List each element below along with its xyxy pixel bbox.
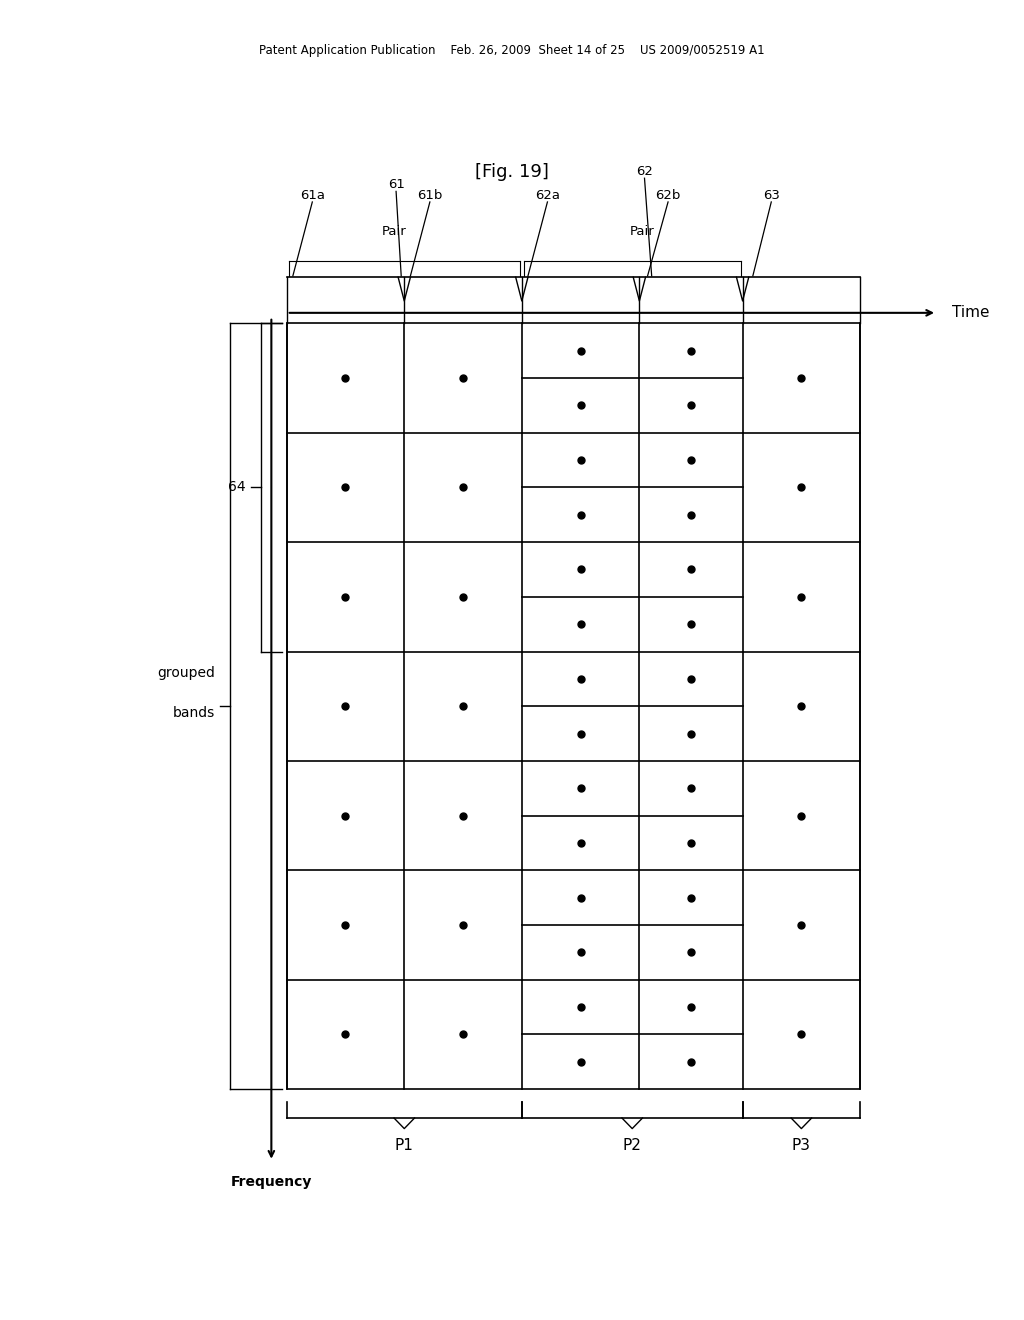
Text: [Fig. 19]: [Fig. 19] — [475, 162, 549, 181]
Text: 63: 63 — [763, 189, 779, 202]
Text: P2: P2 — [623, 1138, 642, 1152]
Text: Frequency: Frequency — [230, 1175, 312, 1189]
Text: 61a: 61a — [300, 189, 325, 202]
Text: Time: Time — [952, 305, 990, 321]
Text: grouped: grouped — [157, 667, 215, 680]
Text: 62a: 62a — [535, 189, 560, 202]
Text: P1: P1 — [395, 1138, 414, 1152]
Text: 61: 61 — [388, 178, 404, 191]
Text: Pair: Pair — [630, 224, 654, 238]
Text: P3: P3 — [792, 1138, 811, 1152]
Text: Pair: Pair — [382, 224, 407, 238]
Text: 64: 64 — [228, 480, 246, 495]
Bar — [287, 323, 860, 1089]
Text: 61b: 61b — [417, 189, 442, 202]
Text: Patent Application Publication    Feb. 26, 2009  Sheet 14 of 25    US 2009/00525: Patent Application Publication Feb. 26, … — [259, 44, 765, 57]
Text: 62b: 62b — [655, 189, 681, 202]
Text: 62: 62 — [636, 165, 653, 178]
Text: bands: bands — [173, 706, 215, 719]
